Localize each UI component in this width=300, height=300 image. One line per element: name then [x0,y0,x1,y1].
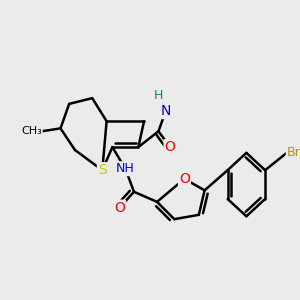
Text: O: O [165,140,176,154]
Text: Br: Br [287,146,300,159]
Text: N: N [160,104,171,118]
Text: CH₃: CH₃ [21,126,42,136]
Text: O: O [179,172,190,186]
Text: O: O [114,201,125,214]
Text: S: S [98,163,107,177]
Text: NH: NH [116,162,135,175]
Text: H: H [154,89,163,102]
